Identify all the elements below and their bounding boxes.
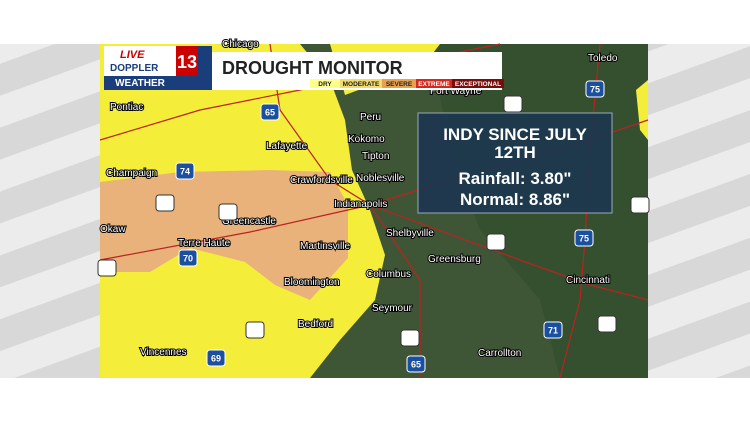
- highway-number: 231: [247, 325, 262, 335]
- city-label: Toledo: [588, 53, 618, 64]
- city-label: Columbus: [366, 269, 411, 280]
- city-label: Martinsville: [300, 241, 350, 252]
- highway-number: 42: [635, 200, 645, 210]
- highway-number: 31: [405, 333, 415, 343]
- highway-number: 224: [505, 99, 520, 109]
- info-bg: [417, 112, 613, 214]
- highway-shield: [597, 315, 617, 333]
- logo-number-bg: [176, 46, 198, 76]
- highway-number: 71: [548, 325, 558, 335]
- logo-doppler: DOPPLER: [110, 63, 159, 74]
- normal: Normal: 8.86": [460, 190, 570, 209]
- city-label: Seymour: [372, 303, 413, 314]
- city-label: Noblesville: [356, 173, 405, 184]
- highway-shield: [406, 355, 426, 373]
- city-label: Kokomo: [348, 134, 385, 145]
- road: [269, 43, 421, 378]
- legend-swatch: [310, 79, 340, 88]
- city-label: Okaw: [100, 224, 126, 235]
- legend-swatch: [452, 79, 504, 88]
- highway-shield: [503, 95, 523, 113]
- city-label: Champaign: [106, 168, 157, 179]
- city-label: Crawfordsville: [290, 175, 353, 186]
- top-bar: [0, 0, 750, 44]
- highway-number: 74: [180, 166, 190, 176]
- title: DROUGHT MONITOR: [222, 58, 403, 78]
- logo-live: LIVE: [120, 49, 145, 61]
- highway-shield: [260, 103, 280, 121]
- header: LIVE DOPPLER 13 WEATHER DROUGHT MONITOR …: [104, 46, 504, 90]
- highway-shield: [175, 162, 195, 180]
- highway-shield: [400, 329, 420, 347]
- legend-label: SEVERE: [386, 81, 413, 88]
- highway-shield: [206, 349, 226, 367]
- highway-shield: [486, 233, 506, 251]
- dry-area-east: [636, 80, 648, 140]
- logo-top: [104, 46, 176, 76]
- highway-number: 75: [579, 233, 589, 243]
- highway-shield: [245, 321, 265, 339]
- legend-label: MODERATE: [343, 81, 380, 88]
- city-label: Lafayette: [266, 141, 308, 152]
- info-title: INDY SINCE JULY: [443, 125, 587, 144]
- highway-number: 27: [602, 319, 612, 329]
- highway-number: 69: [211, 353, 221, 363]
- city-label: Indianapolis: [334, 199, 387, 210]
- highway-number: 65: [411, 359, 421, 369]
- highway-number: 52: [491, 237, 501, 247]
- city-label: Chicago: [222, 39, 259, 50]
- highway-number: 65: [265, 107, 275, 117]
- highway-shield: [218, 203, 238, 221]
- city-label: Terre Haute: [178, 238, 231, 249]
- city-label: Peru: [360, 112, 381, 123]
- highway-shield: [155, 194, 175, 212]
- city-label: Greensburg: [428, 254, 481, 265]
- info-title: 12TH: [494, 143, 536, 162]
- highway-shield: [585, 80, 605, 98]
- logo-weather: WEATHER: [115, 78, 166, 89]
- city-label: Vincennes: [140, 347, 187, 358]
- city-label: Carrollton: [478, 348, 521, 359]
- info-box: INDY SINCE JULY 12TH Rainfall: 3.80" Nor…: [417, 112, 613, 214]
- highway-shield: [630, 196, 650, 214]
- city-label: Bloomington: [284, 277, 340, 288]
- logo-number: 13: [177, 52, 197, 72]
- legend-label: DRY: [318, 81, 332, 88]
- legend-swatch: [340, 79, 382, 88]
- city-label: Cincinnati: [566, 275, 610, 286]
- legend-label: EXTREME: [418, 81, 450, 88]
- highway-number: 70: [183, 253, 193, 263]
- legend-label: EXCEPTIONAL: [455, 81, 501, 88]
- city-label: Bedford: [298, 319, 333, 330]
- highway-shield: [574, 229, 594, 247]
- highway-number: 75: [590, 84, 600, 94]
- rainfall: Rainfall: 3.80": [459, 169, 572, 188]
- highway-number: 40: [102, 263, 112, 273]
- city-label: Pontiac: [110, 102, 143, 113]
- road: [369, 204, 649, 301]
- bottom-bar: [0, 378, 750, 422]
- highway-shield: [178, 249, 198, 267]
- highway-number: 36: [160, 198, 170, 208]
- legend-swatch: [382, 79, 416, 88]
- highway-shield: [543, 321, 563, 339]
- city-label: Shelbyville: [386, 228, 434, 239]
- highway-shield: [97, 259, 117, 277]
- legend-swatch: [416, 79, 452, 88]
- city-label: Tipton: [362, 151, 389, 162]
- highway-number: 41: [223, 207, 233, 217]
